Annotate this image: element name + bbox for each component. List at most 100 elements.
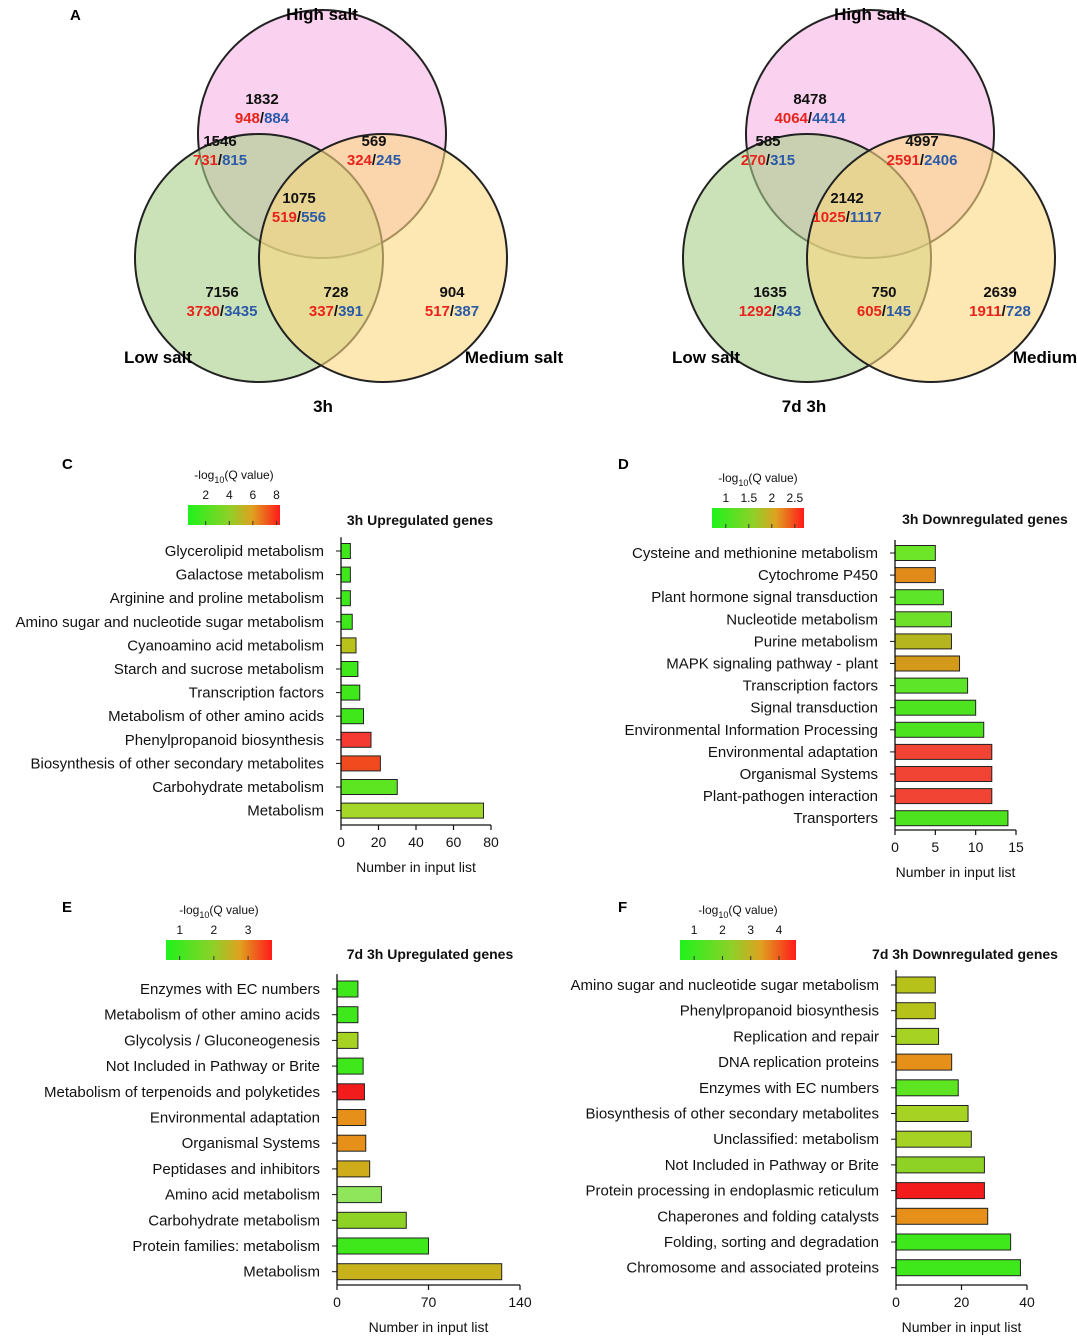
- bar: [336, 1109, 367, 1126]
- down-count: 3435: [224, 303, 257, 320]
- category-label: Not Included in Pathway or Brite: [665, 1157, 879, 1174]
- legend-tick-label: 4: [776, 923, 783, 937]
- up-count: 519: [272, 209, 297, 226]
- category-label: Amino acid metabolism: [165, 1187, 320, 1204]
- down-count: 815: [222, 152, 247, 169]
- category-label: Cytochrome P450: [758, 567, 878, 584]
- category-label: Metabolism: [247, 803, 324, 820]
- category-label: Protein processing in endoplasmic reticu…: [586, 1183, 879, 1200]
- bar: [895, 1130, 972, 1148]
- bar: [336, 1160, 371, 1178]
- bar: [894, 699, 977, 716]
- category-label: Purine metabolism: [754, 633, 878, 650]
- chart-title: 7d 3h Downregulated genes: [872, 946, 1058, 962]
- panel-label-D: D: [618, 456, 629, 473]
- venn-region-split-medium_only: 1911/728: [969, 303, 1031, 320]
- bar: [895, 1079, 959, 1097]
- set-label-low: Low salt: [672, 348, 740, 367]
- legend-tick-label: 3: [747, 923, 754, 937]
- venn-region-total-low_only: 1635: [753, 284, 786, 301]
- venn-caption: 7d 3h: [782, 397, 826, 416]
- legend-color-scale: [166, 940, 272, 960]
- bar: [340, 802, 484, 819]
- bar: [895, 1233, 1012, 1251]
- up-count: 605: [857, 303, 882, 320]
- legend-color-scale: [188, 505, 280, 525]
- legend-tick-label: 2: [719, 923, 726, 937]
- down-count: 145: [886, 303, 911, 320]
- bar: [895, 1207, 989, 1225]
- category-label: Transcription factors: [743, 678, 878, 695]
- category-label: Metabolism: [243, 1264, 320, 1281]
- bar: [340, 637, 357, 654]
- legend-title: -log10(Q value): [698, 903, 777, 920]
- chart-title: 7d 3h Upregulated genes: [347, 946, 514, 962]
- bar: [894, 677, 969, 694]
- category-label: Amino sugar and nucleotide sugar metabol…: [15, 614, 324, 631]
- up-count: 1911: [969, 303, 1002, 320]
- venn-region-total-low_medium: 750: [871, 284, 896, 301]
- venn-region-split-low_medium: 605/145: [857, 303, 911, 320]
- separator: /: [882, 303, 887, 320]
- down-count: 245: [376, 152, 401, 169]
- down-count: 387: [454, 303, 479, 320]
- bar: [894, 788, 993, 805]
- down-count: 1117: [850, 209, 882, 226]
- legend-tick-label: 6: [250, 488, 257, 502]
- category-label: Environmental Information Processing: [625, 722, 878, 739]
- category-label: Chaperones and folding catalysts: [657, 1208, 879, 1225]
- bar: [895, 1053, 953, 1071]
- legend-tick-label: 1: [722, 491, 729, 505]
- category-label: Metabolism of other amino acids: [108, 708, 324, 725]
- x-tick-label: 20: [954, 1294, 970, 1310]
- venn-region-split-low_medium: 337/391: [309, 303, 363, 320]
- up-count: 948: [235, 110, 260, 127]
- down-count: 2406: [924, 152, 957, 169]
- bar: [340, 613, 353, 630]
- category-label: Protein families: metabolism: [132, 1238, 320, 1255]
- category-label: Metabolism of other amino acids: [104, 1007, 320, 1024]
- down-count: 884: [264, 110, 290, 127]
- venn-region-total-high_medium: 4997: [905, 133, 938, 150]
- category-label: Signal transduction: [750, 700, 878, 717]
- set-label-high: High salt: [286, 5, 358, 24]
- bar: [336, 1237, 429, 1255]
- category-label: MAPK signaling pathway - plant: [666, 656, 879, 673]
- venn-region-total-medium_only: 2639: [983, 284, 1016, 301]
- legend-tick-label: 1: [691, 923, 698, 937]
- separator: /: [334, 303, 339, 320]
- bar-chart-F: F -log10(Q value)1 2 3 4 7d 3h Downregulated …: [570, 899, 1058, 1335]
- panel-label-F: F: [618, 899, 627, 916]
- bar: [895, 1105, 969, 1122]
- category-label: Replication and repair: [733, 1028, 879, 1045]
- down-count: 391: [338, 303, 363, 320]
- legend-color-scale: [712, 508, 804, 528]
- category-label: Unclassified: metabolism: [713, 1131, 879, 1148]
- bar: [340, 566, 351, 583]
- category-label: Arginine and proline metabolism: [110, 590, 324, 607]
- legend-title: -log10(Q value): [179, 903, 258, 920]
- separator: /: [772, 303, 777, 320]
- venn-region-split-low_only: 3730/3435: [187, 303, 258, 320]
- category-label: Carbohydrate metabolism: [148, 1212, 320, 1229]
- separator: /: [920, 152, 925, 169]
- down-count: 315: [770, 152, 795, 169]
- category-label: DNA replication proteins: [718, 1054, 879, 1071]
- category-label: Folding, sorting and degradation: [664, 1234, 879, 1251]
- x-tick-label: 0: [892, 1294, 900, 1310]
- bar: [895, 976, 936, 994]
- category-label: Metabolism of terpenoids and polyketides: [44, 1084, 320, 1101]
- bar: [895, 1156, 985, 1174]
- bar: [894, 766, 993, 782]
- bar: [894, 545, 936, 561]
- category-label: Biosynthesis of other secondary metaboli…: [586, 1106, 880, 1123]
- separator: /: [1002, 303, 1007, 320]
- venn-region-split-low_only: 1292/343: [739, 303, 802, 320]
- chart-title: 3h Downregulated genes: [902, 511, 1068, 527]
- x-axis-title: Number in input list: [369, 1319, 489, 1335]
- bar: [340, 779, 398, 795]
- bar: [895, 1259, 1021, 1277]
- x-tick-label: 80: [483, 834, 499, 850]
- separator: /: [450, 303, 455, 320]
